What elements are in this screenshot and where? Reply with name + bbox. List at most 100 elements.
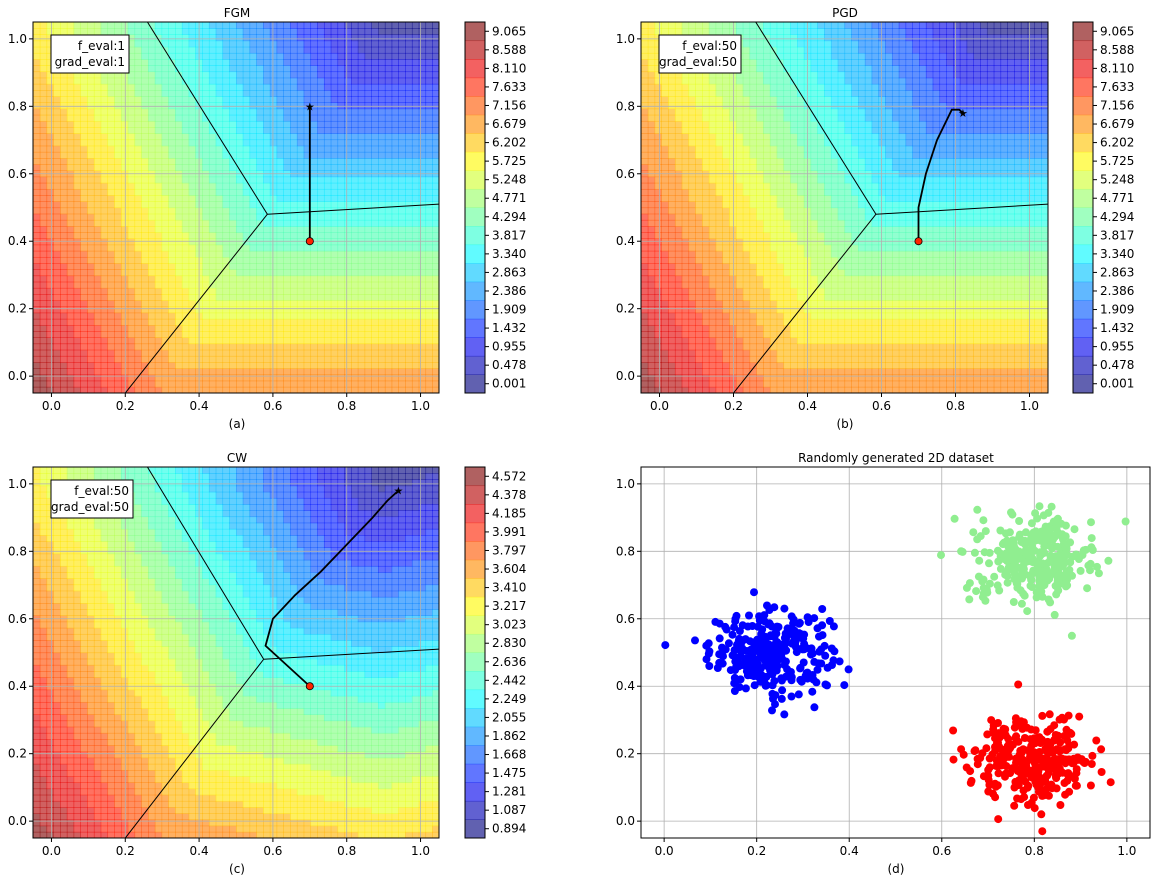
colorbar-segment — [465, 244, 485, 264]
colorbar-segment — [1073, 22, 1093, 42]
panel-title: FGM — [224, 6, 251, 20]
colorbar-segment — [465, 819, 485, 839]
scatter-point — [1043, 783, 1052, 792]
scatter-point — [724, 639, 733, 648]
colorbar-tick-label: 0.001 — [492, 377, 526, 391]
scatter-point — [767, 622, 776, 631]
x-tick-label: 1.0 — [411, 844, 430, 858]
scatter-point — [1015, 517, 1024, 525]
scatter-point — [787, 692, 796, 701]
x-tick-label: 0.2 — [747, 844, 766, 858]
scatter-point — [1065, 741, 1074, 750]
start-point — [305, 682, 314, 691]
scatter-point — [994, 769, 1003, 778]
colorbar-segment — [465, 151, 485, 171]
scatter-point — [1065, 787, 1074, 796]
scatter-point — [758, 644, 767, 653]
scatter-point — [1023, 607, 1032, 616]
scatter-point — [991, 779, 1000, 788]
scatter-point — [1087, 534, 1096, 543]
scatter-point — [973, 760, 982, 769]
colorbar-segment — [465, 689, 485, 709]
scatter-point — [778, 686, 787, 695]
colorbar-segment — [1073, 263, 1093, 283]
scatter-point — [777, 694, 786, 703]
scatter-point — [787, 612, 796, 621]
scatter-point — [748, 622, 757, 630]
scatter-point — [1068, 571, 1076, 580]
colorbar-tick-label: 0.955 — [492, 340, 526, 354]
colorbar-tick-label: 2.863 — [492, 265, 526, 279]
scatter-point — [998, 760, 1007, 769]
scatter-point — [711, 617, 720, 626]
scatter-point — [1005, 528, 1014, 537]
scatter-point — [999, 729, 1008, 738]
y-tick-label: 0.2 — [616, 747, 635, 761]
axes-frame — [32, 466, 440, 839]
scatter-point — [1064, 711, 1073, 720]
info-box — [658, 34, 742, 74]
colorbar-tick-label: 7.156 — [1100, 98, 1134, 112]
scatter-point — [1034, 767, 1043, 776]
colorbar-tick-label: 3.410 — [492, 581, 526, 595]
colorbar-tick-label: 2.830 — [492, 636, 526, 650]
boundary-line — [755, 22, 877, 215]
scatter-point — [995, 753, 1004, 762]
scatter-point — [957, 745, 966, 754]
colorbar-tick-label: 5.248 — [1100, 173, 1134, 187]
x-tick-label: 0.6 — [263, 399, 282, 413]
info-text: f_eval:1 — [78, 39, 125, 53]
scatter-point — [810, 614, 819, 623]
colorbar-tick-label: 4.185 — [492, 506, 526, 520]
scatter-point — [742, 654, 751, 663]
scatter-point — [1013, 564, 1021, 573]
scatter-point — [704, 649, 713, 658]
scatter-point — [768, 706, 776, 715]
scatter-point — [994, 557, 1003, 566]
scatter-point — [1005, 752, 1013, 761]
panel-dataset: Randomly generated 2D dataset 0.0 0.2 0.4 0… — [616, 451, 1151, 876]
colorbar-tick-label: 1.909 — [492, 303, 526, 317]
scatter-point — [1026, 752, 1034, 761]
scatter-point — [949, 755, 958, 764]
y-tick-label: 0.0 — [8, 369, 27, 383]
contour-plot: 0.0 0.2 0.4 0.6 0.8 1.0 0.0 0.2 0.4 0.6 0.8 1.0 ★ f_e… — [8, 21, 526, 413]
scatter-point — [1058, 768, 1067, 777]
scatter-point — [719, 645, 728, 654]
y-tick-label: 0.0 — [8, 814, 27, 828]
scatter-point — [818, 621, 827, 630]
scatter-point — [661, 641, 670, 650]
colorbar-segment — [465, 615, 485, 635]
colorbar-tick-label: 1.432 — [1100, 321, 1134, 335]
colorbar-tick-label: 3.340 — [492, 247, 526, 261]
colorbar-segment — [465, 726, 485, 746]
colorbar-tick-label: 3.340 — [1100, 247, 1134, 261]
scatter-point — [970, 747, 979, 756]
y-tick-label: 1.0 — [8, 477, 27, 491]
scatter-point — [958, 547, 967, 556]
scatter-point — [1035, 733, 1044, 742]
scatter-point — [980, 548, 989, 557]
scatter-point — [756, 677, 765, 686]
scatter-point — [1104, 556, 1113, 565]
scatter-point — [735, 634, 744, 643]
scatter-point — [1055, 570, 1064, 579]
scatter-point — [800, 630, 809, 639]
scatter-point — [1088, 751, 1097, 760]
scatter-point — [1066, 538, 1075, 547]
scatter-point — [1003, 557, 1012, 565]
scatter-point — [743, 671, 752, 680]
scatter-point — [970, 548, 979, 557]
scatter-point — [1059, 755, 1068, 764]
colorbar-tick-label: 4.294 — [1100, 210, 1134, 224]
x-tick-label: 0.4 — [190, 399, 209, 413]
colorbar-tick-label: 1.909 — [1100, 303, 1134, 317]
scatter-point — [1013, 794, 1022, 803]
scatter-point — [1006, 542, 1014, 551]
colorbar-segment — [465, 207, 485, 227]
colorbar: 4.572 4.378 4.185 3.991 3.797 3.604 3.410 3.217… — [464, 466, 526, 839]
scatter-point — [1063, 776, 1072, 785]
x-tick-label: 0.2 — [116, 399, 135, 413]
scatter-point — [766, 666, 775, 675]
colorbar-segment — [465, 281, 485, 301]
